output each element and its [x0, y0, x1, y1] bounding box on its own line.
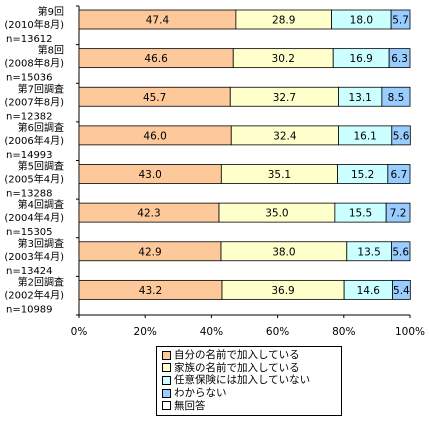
- data-label: 18.0: [350, 15, 373, 27]
- legend-label-unknown: わからない: [174, 387, 227, 400]
- category-label: 第4回調査: [18, 198, 64, 211]
- data-label: 16.9: [349, 53, 372, 65]
- x-tick-label: 40%: [200, 326, 223, 338]
- legend-item-unknown: わからない: [162, 387, 341, 400]
- data-label: 35.1: [268, 169, 291, 181]
- category-label: (2007年8月): [4, 95, 64, 108]
- data-label: 13.5: [357, 246, 380, 258]
- category-label: 第8回: [38, 44, 64, 57]
- data-label: 5.7: [392, 15, 409, 27]
- data-label: 6.3: [391, 53, 408, 65]
- data-label: 15.5: [349, 208, 372, 220]
- data-label: 7.2: [390, 208, 407, 220]
- legend-swatch-no-answer: [162, 401, 171, 411]
- data-label: 28.9: [272, 15, 295, 27]
- bar-segment: [388, 48, 411, 69]
- legend-item-no-answer: 無回答: [162, 399, 341, 412]
- data-label: 47.4: [146, 15, 170, 27]
- sample-size-label: n=15305: [6, 227, 53, 238]
- category-label: 第7回調査: [18, 82, 64, 95]
- data-label: 8.5: [388, 92, 405, 104]
- x-tick-label: 60%: [266, 326, 289, 338]
- legend-label-family: 家族の名前で加入している: [174, 361, 300, 374]
- legend-label-self: 自分の名前で加入している: [174, 349, 300, 362]
- bar-segment: [392, 279, 411, 300]
- legend-swatch-family: [162, 363, 171, 373]
- sample-size-label: n=14993: [6, 150, 53, 161]
- data-label: 32.4: [273, 130, 297, 142]
- data-label: 42.3: [137, 208, 160, 220]
- bar-segment: [390, 9, 411, 30]
- data-label: 35.0: [265, 208, 288, 220]
- x-tick-label: 20%: [134, 326, 157, 338]
- data-label: 5.6: [393, 130, 410, 142]
- data-label: 42.9: [138, 246, 161, 258]
- legend-swatch-unknown: [162, 388, 171, 398]
- data-label: 43.0: [138, 169, 161, 181]
- category-label: 第9回: [38, 5, 64, 18]
- bar-segment: [391, 125, 411, 146]
- data-label: 13.1: [348, 92, 371, 104]
- data-label: 38.0: [272, 246, 295, 258]
- sample-size-label: n=13288: [6, 189, 53, 200]
- category-label: 第6回調査: [18, 121, 64, 134]
- sample-size-label: n=13612: [6, 34, 53, 45]
- legend-swatch-self: [162, 350, 171, 360]
- data-label: 32.7: [273, 92, 296, 104]
- data-label: 14.6: [357, 285, 381, 297]
- category-label: (2002年4月): [4, 288, 64, 301]
- category-label: 第5回調査: [18, 160, 64, 173]
- category-label: (2010年8月): [4, 18, 64, 31]
- sample-size-label: n=12382: [6, 111, 53, 122]
- x-tick-label: 100%: [395, 326, 425, 338]
- data-label: 15.2: [351, 169, 374, 181]
- bar-segment: [387, 164, 411, 184]
- bar-segment: [385, 202, 411, 223]
- category-label: (2005年4月): [4, 173, 64, 186]
- category-label: (2004年4月): [4, 211, 64, 224]
- data-label: 45.7: [143, 92, 166, 104]
- data-label: 6.7: [391, 169, 408, 181]
- bar-segment: [381, 86, 411, 107]
- data-label: 36.9: [271, 285, 294, 297]
- sample-size-label: n=15036: [6, 73, 53, 84]
- data-label: 30.2: [272, 53, 295, 65]
- category-label: (2008年8月): [4, 57, 64, 70]
- legend-swatch-not-insured: [162, 375, 171, 385]
- data-label: 43.2: [139, 285, 162, 297]
- data-label: 46.6: [144, 53, 168, 65]
- legend-item-self: 自分の名前で加入している: [162, 349, 341, 362]
- category-label: 第3回調査: [18, 237, 64, 250]
- category-label: 第2回調査: [18, 275, 64, 288]
- data-label: 16.1: [353, 130, 376, 142]
- plot-area: 0% 20% 40% 60% 80% 100% 第9回(2010年8月) n=13612 47.…: [4, 5, 425, 338]
- legend-item-not-insured: 任意保険には加入していない: [162, 374, 341, 387]
- legend: 自分の名前で加入している 家族の名前で加入している 任意保険には加入していない …: [156, 346, 342, 416]
- legend-item-family: 家族の名前で加入している: [162, 362, 341, 375]
- legend-label-not-insured: 任意保険には加入していない: [174, 374, 311, 387]
- sample-size-label: n=10989: [6, 304, 53, 315]
- bar-segment: [391, 241, 411, 262]
- category-label: (2003年4月): [4, 250, 64, 263]
- legend-label-no-answer: 無回答: [174, 399, 206, 412]
- data-label: 46.0: [143, 130, 166, 142]
- x-tick-label: 80%: [332, 326, 355, 338]
- sample-size-label: n=13424: [6, 266, 53, 277]
- data-label: 5.4: [393, 285, 410, 297]
- data-label: 5.6: [392, 246, 409, 258]
- x-tick-label: 0%: [71, 326, 88, 338]
- category-label: (2006年4月): [4, 134, 64, 147]
